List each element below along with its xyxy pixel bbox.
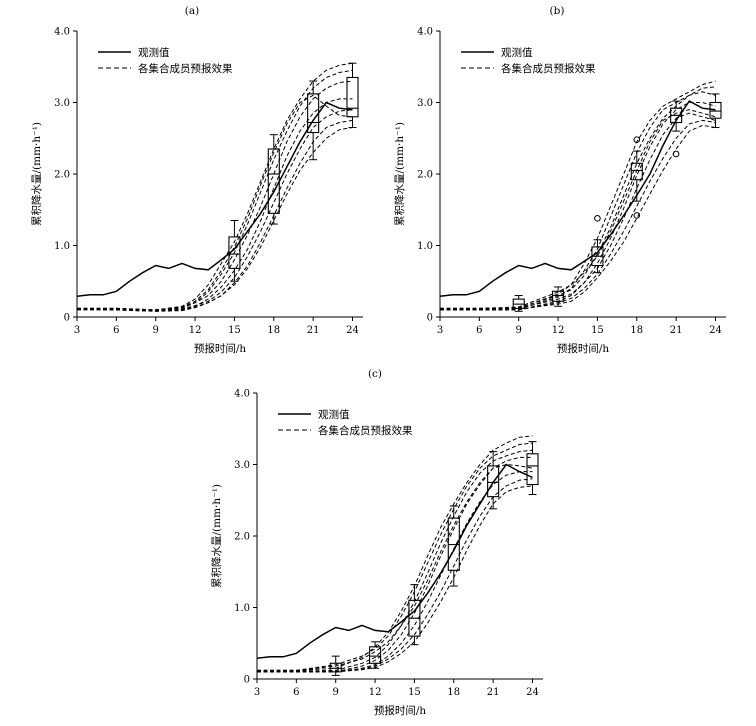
member-series-line [257, 463, 533, 671]
panel-c: (c) 3 6 9 12 15 18 21 24 0 1.0 2.0 3.0 4.0 预报时间/h 累积降水量… [210, 368, 543, 717]
y-tick-label: 1.0 [417, 241, 433, 252]
panel-b: (b) 3 6 9 12 15 18 21 24 0 1.0 2.0 3.0 4.0 预报时间/h 累积降水量… [393, 5, 726, 355]
box-body [329, 662, 342, 673]
panel-label: (c) [368, 368, 382, 380]
member-series-line [257, 485, 533, 673]
member-series-line [440, 86, 716, 310]
x-tick-label: 6 [113, 325, 119, 336]
legend-label-observed: 观测值 [138, 46, 170, 59]
member-series-line [257, 435, 533, 671]
member-series-line [257, 478, 533, 673]
x-tick-label: 6 [293, 687, 299, 698]
member-series-line [440, 91, 716, 309]
member-series-line [76, 127, 353, 312]
member-series-line [256, 456, 533, 673]
x-tick-label: 18 [267, 325, 280, 336]
x-tick-label: 15 [228, 325, 241, 336]
outlier-point [633, 136, 641, 143]
member-series-line [77, 94, 353, 311]
y-tick-label: 4.0 [417, 27, 433, 38]
y-tick-label: 3.0 [417, 98, 433, 109]
x-tick-label: 12 [369, 687, 382, 698]
x-tick-label: 24 [346, 325, 359, 336]
y-tick-label: 0 [244, 675, 250, 686]
box-body [487, 465, 500, 498]
y-tick-label: 2.0 [234, 532, 250, 543]
x-tick-label: 15 [591, 325, 604, 336]
y-axis-title: 累积降水量/(mm·h⁻¹) [210, 484, 223, 588]
x-tick-label: 12 [552, 325, 565, 336]
y-tick-label: 0 [427, 313, 433, 324]
member-series-line [440, 102, 716, 311]
y-tick-label: 2.0 [54, 170, 70, 181]
member-series-line [440, 109, 716, 309]
x-tick-label: 9 [153, 325, 159, 336]
outlier-point [594, 215, 601, 222]
x-tick-label: 3 [437, 325, 443, 336]
x-tick-label: 24 [526, 687, 539, 698]
y-tick-label: 2.0 [417, 170, 433, 181]
x-axis-title: 预报时间/h [374, 704, 427, 717]
y-axis-title: 累积降水量/(mm·h⁻¹) [393, 122, 406, 226]
member-series-line [440, 119, 716, 311]
outlier-point [633, 212, 641, 219]
member-series-line [77, 69, 353, 312]
legend-label-observed: 观测值 [318, 408, 350, 421]
y-axis-title: 累积降水量/(mm·h⁻¹) [30, 122, 43, 226]
x-axis-title: 预报时间/h [557, 342, 610, 355]
x-tick-label: 6 [476, 325, 482, 336]
x-tick-label: 18 [447, 687, 460, 698]
y-tick-label: 4.0 [234, 389, 250, 400]
box-body [630, 162, 643, 181]
y-tick-label: 3.0 [234, 460, 250, 471]
box-body [369, 646, 382, 664]
x-axis-title: 预报时间/h [194, 342, 247, 355]
legend-label-members: 各集合成员预报效果 [501, 62, 596, 75]
observed-series-line [256, 463, 533, 660]
x-tick-label: 3 [254, 687, 260, 698]
member-series-line [257, 442, 533, 671]
member-series-line [77, 62, 353, 311]
member-series-line [257, 471, 533, 673]
box-body [709, 101, 722, 119]
box-body [526, 453, 539, 486]
observed-series-line [439, 100, 716, 298]
y-tick-label: 1.0 [234, 603, 250, 614]
x-tick-label: 12 [189, 325, 202, 336]
member-series-line [257, 449, 533, 672]
member-series-line [76, 109, 353, 312]
x-tick-label: 24 [709, 325, 722, 336]
box-body [552, 290, 565, 302]
y-tick-label: 0 [64, 313, 70, 324]
member-series-line [77, 119, 353, 312]
legend-label-members: 各集合成员预报效果 [318, 424, 413, 437]
member-series-line [76, 98, 353, 312]
x-tick-label: 21 [487, 687, 500, 698]
x-tick-label: 15 [408, 687, 421, 698]
y-tick-label: 1.0 [54, 241, 70, 252]
x-tick-label: 21 [670, 325, 683, 336]
outlier-point [672, 150, 680, 158]
x-tick-label: 18 [630, 325, 643, 336]
observed-series-line [76, 101, 353, 298]
panel-a: (a) 3 6 9 12 15 18 21 24 0 1.0 2.0 3.0 4.0 预报时间/h 累积降水量… [30, 5, 363, 355]
panel-label: (b) [550, 5, 565, 17]
legend-label-observed: 观测值 [501, 46, 533, 59]
x-tick-label: 9 [333, 687, 339, 698]
x-tick-label: 21 [307, 325, 320, 336]
member-series-line [440, 124, 716, 311]
x-tick-label: 9 [516, 325, 522, 336]
legend-label-members: 各集合成员预报效果 [138, 62, 233, 75]
member-series-line [440, 112, 716, 310]
x-tick-label: 3 [74, 325, 80, 336]
y-tick-label: 3.0 [54, 98, 70, 109]
panel-label: (a) [185, 5, 199, 17]
box-body [346, 76, 359, 118]
y-tick-label: 4.0 [54, 27, 70, 38]
